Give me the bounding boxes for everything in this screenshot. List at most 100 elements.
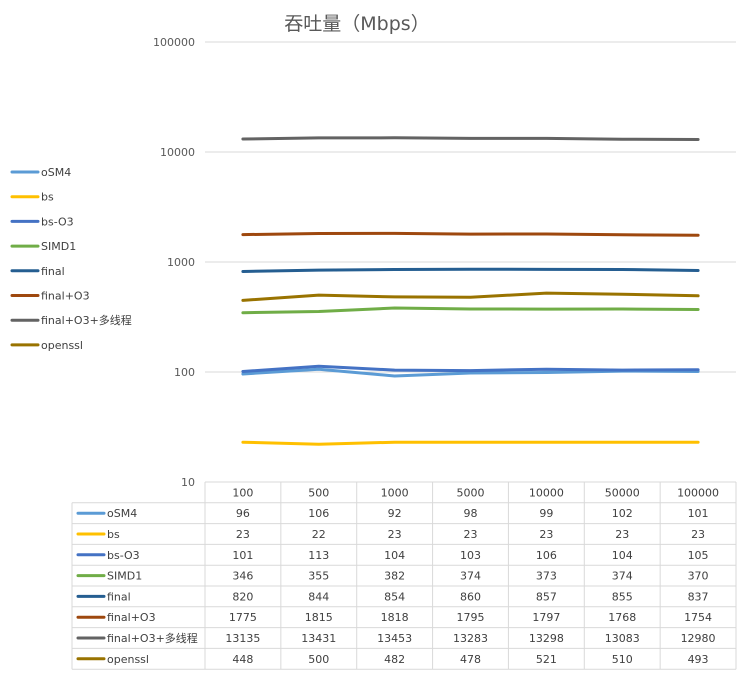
y-tick-label: 10000: [160, 146, 195, 159]
series-line-bs: [241, 440, 700, 446]
table-cell-value: 13135: [225, 632, 260, 645]
table-cell-value: 96: [236, 507, 250, 520]
series-lines: [241, 136, 700, 446]
table-cell-value: 355: [308, 570, 329, 583]
table-row-label: final: [107, 590, 131, 603]
legend-item: oSM4: [10, 166, 71, 179]
table-cell-value: 23: [539, 528, 553, 541]
legend-item: final+O3+多线程: [10, 313, 132, 327]
y-tick-label: 1000: [167, 256, 195, 269]
legend-item: SIMD1: [10, 240, 76, 253]
table-cell-value: 820: [232, 590, 253, 603]
table-cell-value: 13083: [605, 632, 640, 645]
series-line-SIMD1: [241, 306, 700, 315]
table-cell-value: 104: [612, 549, 633, 562]
table-cell-value: 854: [384, 590, 405, 603]
table-row-label: oSM4: [107, 507, 137, 520]
table-cell-value: 500: [308, 653, 329, 666]
y-tick-label: 100000: [153, 36, 195, 49]
series-line-final: [241, 267, 700, 273]
table-cell-value: 844: [308, 590, 329, 603]
y-axis-ticks: 10 100 1000 10000 100000: [153, 36, 195, 489]
table-cell-value: 373: [536, 570, 557, 583]
table-cell-value: 105: [688, 549, 709, 562]
table-cell-value: 23: [236, 528, 250, 541]
legend-item: final: [10, 265, 65, 278]
x-category-label: 1000: [381, 486, 409, 499]
table-row-label: final+O3: [107, 611, 156, 624]
table-cell-value: 113: [308, 549, 329, 562]
table-cell-value: 99: [539, 507, 553, 520]
table-cell-value: 13431: [301, 632, 336, 645]
table-cell-value: 374: [460, 570, 481, 583]
table-cell-value: 482: [384, 653, 405, 666]
table-row-label: SIMD1: [107, 570, 142, 583]
x-category-label: 5000: [457, 486, 485, 499]
table-cell-value: 103: [460, 549, 481, 562]
legend-item: openssl: [10, 339, 83, 352]
chart-title: 吞吐量（Mbps）: [284, 13, 429, 35]
table-cell-value: 857: [536, 590, 557, 603]
data-table: 100 500 1000 5000 10000 50000 100000 oSM4 96 106 9…: [71, 481, 737, 670]
table-cell-value: 855: [612, 590, 633, 603]
table-cell-value: 1754: [684, 611, 712, 624]
legend-label: final+O3: [41, 290, 90, 303]
table-cell-value: 493: [688, 653, 709, 666]
x-category-label: 50000: [605, 486, 640, 499]
legend-label: bs: [41, 191, 54, 204]
table-cell-value: 23: [615, 528, 629, 541]
table-cell-value: 374: [612, 570, 633, 583]
table-cell-value: 382: [384, 570, 405, 583]
table-cell-value: 23: [464, 528, 478, 541]
table-row-label: bs-O3: [107, 549, 140, 562]
table-cell-value: 92: [388, 507, 402, 520]
x-category-label: 100000: [677, 486, 719, 499]
table-cell-value: 13298: [529, 632, 564, 645]
legend-label: openssl: [41, 339, 83, 352]
legend-item: bs: [10, 191, 54, 204]
table-cell-value: 101: [232, 549, 253, 562]
x-category-label: 10000: [529, 486, 564, 499]
legend-label: final: [41, 265, 65, 278]
table-cell-value: 346: [232, 570, 253, 583]
table-cell-value: 104: [384, 549, 405, 562]
table-cell-value: 23: [691, 528, 705, 541]
series-line-final+O3+多线程: [241, 136, 700, 141]
y-tick-label: 100: [174, 366, 195, 379]
table-cell-value: 106: [308, 507, 329, 520]
legend-item: final+O3: [10, 290, 90, 303]
table-cell-value: 837: [688, 590, 709, 603]
series-line-openssl: [241, 291, 700, 302]
table-row-label: final+O3+多线程: [107, 631, 198, 645]
x-category-label: 100: [232, 486, 253, 499]
table-cell-value: 478: [460, 653, 481, 666]
table-cell-value: 448: [232, 653, 253, 666]
table-cell-value: 1775: [229, 611, 257, 624]
table-cell-value: 23: [388, 528, 402, 541]
table-cell-value: 370: [688, 570, 709, 583]
gridlines: [205, 41, 736, 373]
table-cell-value: 521: [536, 653, 557, 666]
table-cell-value: 101: [688, 507, 709, 520]
table-cell-value: 1795: [457, 611, 485, 624]
table-cell-value: 22: [312, 528, 326, 541]
table-cell-value: 510: [612, 653, 633, 666]
table-cell-value: 98: [464, 507, 478, 520]
table-row-label: bs: [107, 528, 120, 541]
legend-label: SIMD1: [41, 240, 76, 253]
series-line-final+O3: [241, 231, 700, 237]
series-line-bs-O3: [241, 364, 700, 373]
legend-label: bs-O3: [41, 215, 74, 228]
table-row-label: openssl: [107, 653, 149, 666]
x-category-label: 500: [308, 486, 329, 499]
legend-item: bs-O3: [10, 215, 74, 228]
y-tick-label: 10: [181, 476, 195, 489]
table-cell-value: 1797: [532, 611, 560, 624]
table-cell-value: 13453: [377, 632, 412, 645]
table-cell-value: 102: [612, 507, 633, 520]
table-cell-value: 860: [460, 590, 481, 603]
legend-label: oSM4: [41, 166, 71, 179]
legend: oSM4 bs bs-O3 SIMD1 final final+O3 final+O3+多线…: [10, 166, 132, 352]
